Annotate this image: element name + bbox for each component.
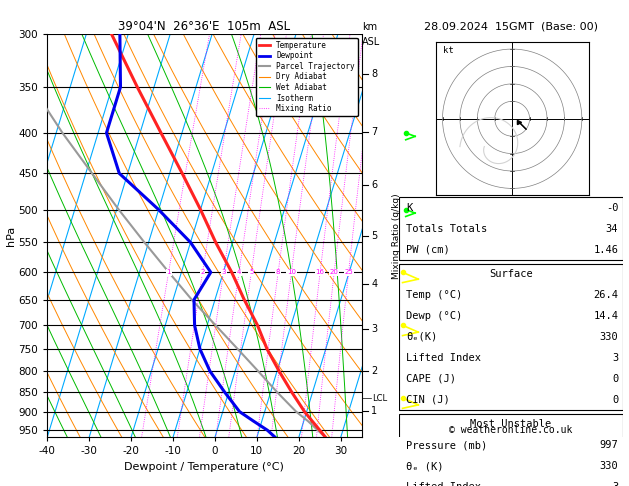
Title: 28.09.2024  15GMT  (Base: 00): 28.09.2024 15GMT (Base: 00) <box>424 22 598 32</box>
Text: Mixing Ratio (g/kg): Mixing Ratio (g/kg) <box>392 193 401 278</box>
Text: 25: 25 <box>344 269 353 275</box>
Text: Most Unstable: Most Unstable <box>470 419 552 429</box>
Text: 1.46: 1.46 <box>593 245 618 255</box>
Text: CIN (J): CIN (J) <box>406 395 450 405</box>
Text: 3: 3 <box>371 324 377 334</box>
Text: 20: 20 <box>330 269 338 275</box>
Text: 330: 330 <box>599 332 618 342</box>
Text: 10: 10 <box>287 269 296 275</box>
Text: K: K <box>406 203 413 213</box>
Bar <box>399 414 623 486</box>
Text: CAPE (J): CAPE (J) <box>406 374 456 384</box>
Text: 5: 5 <box>249 269 253 275</box>
Text: Dewp (°C): Dewp (°C) <box>406 311 462 321</box>
Title: 39°04'N  26°36'E  105m  ASL: 39°04'N 26°36'E 105m ASL <box>118 20 291 33</box>
Text: 14.4: 14.4 <box>593 311 618 321</box>
Text: 7: 7 <box>371 127 377 137</box>
Text: 8: 8 <box>371 69 377 79</box>
Bar <box>399 197 623 260</box>
Text: 5: 5 <box>371 231 377 241</box>
Text: θₑ(K): θₑ(K) <box>406 332 437 342</box>
Y-axis label: hPa: hPa <box>6 226 16 246</box>
Bar <box>399 263 623 410</box>
Text: 4: 4 <box>371 278 377 289</box>
Text: Surface: Surface <box>489 269 533 279</box>
Text: 34: 34 <box>606 224 618 234</box>
Text: 26.4: 26.4 <box>593 290 618 300</box>
Text: ASL: ASL <box>362 37 380 48</box>
Text: Totals Totals: Totals Totals <box>406 224 487 234</box>
Text: © weatheronline.co.uk: © weatheronline.co.uk <box>449 425 573 435</box>
Text: 1: 1 <box>371 406 377 416</box>
Text: kt: kt <box>443 46 454 54</box>
Text: 3: 3 <box>221 269 226 275</box>
Text: Temp (°C): Temp (°C) <box>406 290 462 300</box>
Text: Pressure (mb): Pressure (mb) <box>406 440 487 450</box>
Text: 330: 330 <box>599 461 618 471</box>
Text: km: km <box>362 22 377 32</box>
Text: 0: 0 <box>612 395 618 405</box>
Legend: Temperature, Dewpoint, Parcel Trajectory, Dry Adiabat, Wet Adiabat, Isotherm, Mi: Temperature, Dewpoint, Parcel Trajectory… <box>255 38 358 116</box>
Text: 8: 8 <box>276 269 281 275</box>
Text: LCL: LCL <box>372 394 387 402</box>
Text: θₑ (K): θₑ (K) <box>406 461 443 471</box>
Text: 6: 6 <box>371 180 377 191</box>
Text: 0: 0 <box>612 374 618 384</box>
Text: 16: 16 <box>316 269 325 275</box>
Text: 1: 1 <box>166 269 171 275</box>
Text: 3: 3 <box>612 482 618 486</box>
Text: 2: 2 <box>201 269 204 275</box>
X-axis label: Dewpoint / Temperature (°C): Dewpoint / Temperature (°C) <box>125 462 284 472</box>
Text: 2: 2 <box>371 366 377 376</box>
Text: Lifted Index: Lifted Index <box>406 482 481 486</box>
Text: 997: 997 <box>599 440 618 450</box>
Text: 4: 4 <box>237 269 241 275</box>
Text: PW (cm): PW (cm) <box>406 245 450 255</box>
Text: 3: 3 <box>612 353 618 363</box>
Text: -0: -0 <box>606 203 618 213</box>
Text: Lifted Index: Lifted Index <box>406 353 481 363</box>
